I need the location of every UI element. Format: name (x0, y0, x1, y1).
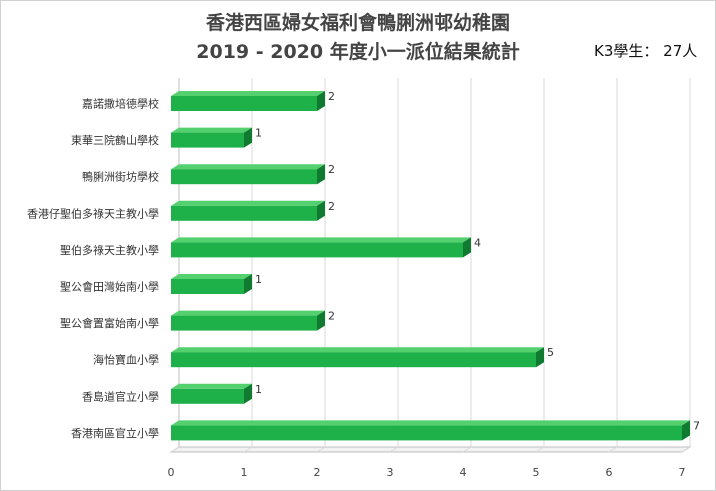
category-label: 香島道官立小學 (82, 389, 159, 403)
bar-side-face (244, 274, 252, 294)
gridline-depth (316, 446, 326, 453)
bar-top-face (171, 127, 252, 133)
bar-side-face (244, 127, 252, 148)
bar-front-face (171, 169, 317, 185)
bar-top-face (171, 420, 690, 426)
bar (171, 237, 471, 258)
category-label: 鴨脷洲街坊學校 (82, 170, 159, 184)
student-count-note: K3學生： 27人 (594, 42, 698, 60)
category-label: 香港仔聖伯多祿天主教小學 (27, 206, 159, 220)
data-label: 1 (255, 383, 262, 396)
gridline-depth (170, 446, 180, 453)
bar (171, 347, 544, 368)
bar-side-face (244, 383, 252, 404)
data-label: 2 (328, 163, 335, 176)
bar-top-face (171, 91, 325, 96)
data-label: 2 (328, 310, 335, 323)
data-label: 5 (547, 346, 554, 359)
data-label: 4 (474, 236, 481, 249)
bar-front-face (171, 315, 317, 331)
bar-side-face (536, 347, 544, 368)
bar-front-face (171, 352, 536, 368)
bar-top-face (171, 274, 252, 279)
category-label: 聖公會田灣始南小學 (60, 280, 159, 294)
bar (171, 127, 252, 148)
data-label: 2 (328, 200, 335, 213)
data-label: 1 (255, 127, 262, 140)
bar-side-face (463, 237, 471, 258)
x-tick-label: 6 (606, 466, 613, 479)
category-label: 香港南區官立小學 (71, 426, 159, 440)
chart-title: 香港西區婦女福利會鴨脷洲邨幼稚園 (205, 12, 510, 34)
bar-side-face (317, 164, 325, 185)
data-label: 2 (328, 90, 335, 103)
bar (171, 383, 252, 404)
bar-front-face (171, 96, 317, 111)
category-label: 聖伯多祿天主教小學 (60, 243, 159, 257)
x-tick-label: 4 (460, 466, 467, 479)
bar-side-face (317, 91, 325, 111)
chart-subtitle: 2019 - 2020 年度小一派位結果統計 (196, 41, 520, 63)
bars (171, 91, 690, 441)
bar-front-face (171, 205, 317, 221)
bar-top-face (171, 200, 325, 206)
x-tick-label: 2 (314, 466, 321, 479)
x-tick-label: 5 (533, 466, 540, 479)
gridline-depth (681, 446, 691, 453)
category-label: 海怡寶血小學 (93, 353, 159, 367)
x-tick-label: 3 (387, 466, 394, 479)
gridline-depth (535, 446, 545, 453)
category-label: 聖公會置富始南小學 (60, 316, 159, 330)
bar-side-face (317, 310, 325, 331)
bar (171, 420, 690, 441)
category-label: 東華三院鶴山學校 (71, 133, 159, 147)
bar (171, 310, 325, 331)
bar (171, 274, 252, 294)
bar-top-face (171, 164, 325, 170)
gridline-depth (243, 446, 253, 453)
gridline-depth (462, 446, 472, 453)
bar-front-face (171, 132, 244, 148)
data-label: 7 (693, 419, 700, 432)
gridline-depth (389, 446, 399, 453)
bar-front-face (171, 388, 244, 404)
bar-top-face (171, 383, 252, 389)
bar-front-face (171, 242, 463, 258)
bar-top-face (171, 310, 325, 316)
labels: 0 1 2 3 4 5 6 7 嘉諾撒培德學校 2 東華三院鶴山學校 1 鴨脷洲街坊學校 2 香港仔聖伯多祿… (27, 90, 700, 479)
bar (171, 91, 325, 111)
x-tick-label: 7 (679, 466, 686, 479)
bar-front-face (171, 425, 682, 441)
bar-side-face (317, 200, 325, 221)
bar (171, 164, 325, 185)
gridline-depth (608, 446, 618, 453)
bar-top-face (171, 237, 471, 243)
x-tick-label: 0 (168, 466, 175, 479)
bar (171, 200, 325, 221)
category-label: 嘉諾撒培德學校 (82, 97, 159, 111)
data-label: 1 (255, 273, 262, 286)
x-tick-label: 1 (241, 466, 248, 479)
bar-front-face (171, 279, 244, 294)
bar-side-face (682, 420, 690, 441)
bar-top-face (171, 347, 544, 353)
